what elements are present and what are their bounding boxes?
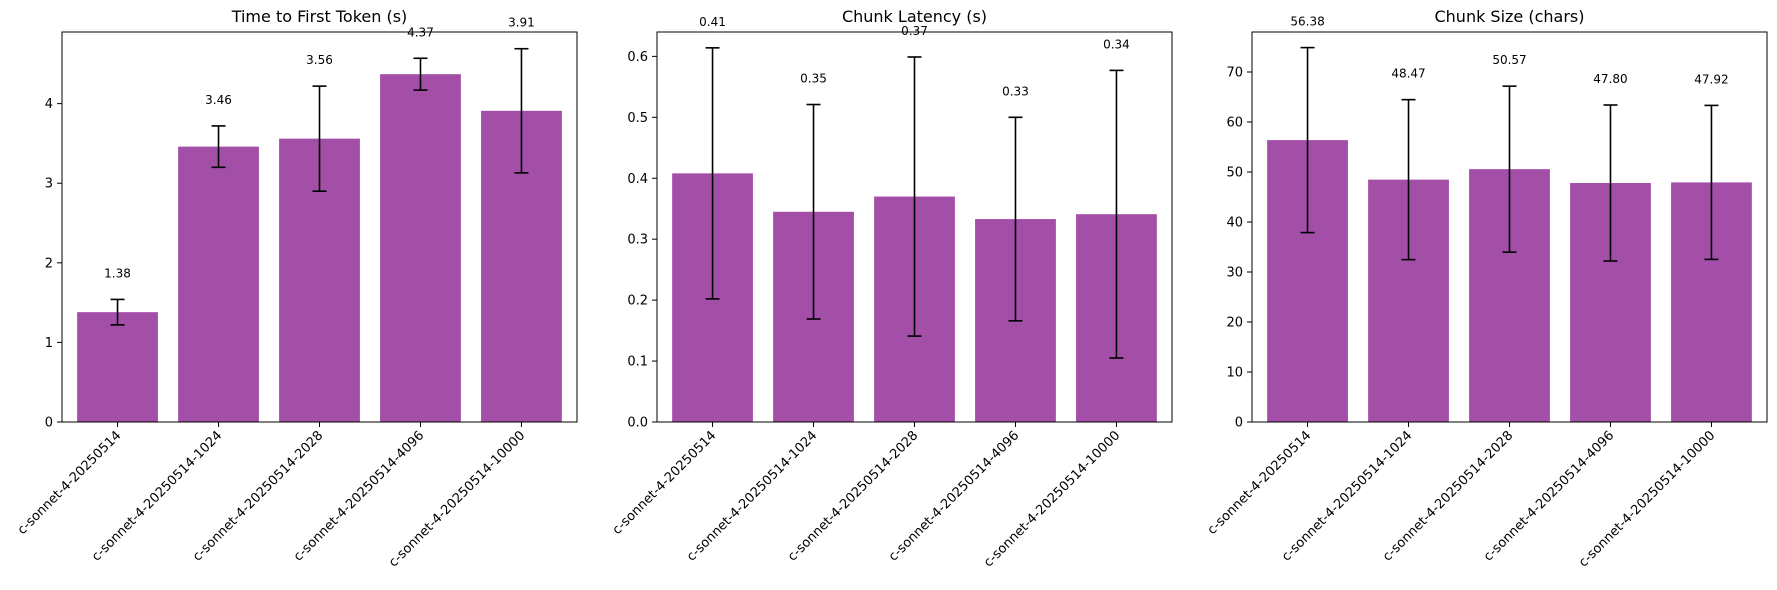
- data-label: 47.80: [1593, 72, 1627, 86]
- subplot-chunk-size: Chunk Size (chars) 56.38 c-sonnet-4-202505…: [1205, 7, 1768, 570]
- data-label: 0.41: [699, 15, 726, 29]
- y-tick-label: 3: [45, 177, 53, 192]
- data-label: 3.46: [205, 93, 232, 107]
- error-bar: [1603, 104, 1618, 262]
- bar: [380, 74, 461, 423]
- y-tick-label: 10: [1226, 366, 1243, 381]
- axes-frame: [61, 31, 578, 423]
- axes-frame: [656, 31, 1173, 423]
- error-bar: [806, 103, 821, 320]
- y-tick-label: 4: [45, 97, 53, 112]
- error-bar: [705, 47, 720, 300]
- error-bar: [1109, 69, 1124, 359]
- y-tick-label: 0.0: [627, 416, 648, 431]
- y-tick-label: 60: [1226, 116, 1243, 131]
- subplot-title: Chunk Size (chars): [1434, 7, 1584, 26]
- error-bar: [1401, 98, 1416, 261]
- subplot-title: Chunk Latency (s): [842, 7, 987, 26]
- y-tick-label: 0.3: [627, 233, 648, 248]
- error-bar: [211, 125, 226, 169]
- subplot-title: Time to First Token (s): [231, 7, 408, 26]
- x-tick-label: c-sonnet-4-20250514: [15, 428, 125, 538]
- data-label: 48.47: [1391, 67, 1425, 81]
- bar: [77, 312, 158, 422]
- data-label: 3.91: [508, 16, 535, 30]
- data-label: 0.35: [800, 72, 827, 86]
- data-label: 0.34: [1103, 37, 1130, 51]
- bar: [178, 146, 259, 422]
- data-label: 47.92: [1694, 72, 1728, 86]
- error-bar: [1502, 85, 1517, 253]
- y-tick-label: 0.5: [627, 111, 648, 126]
- y-tick-label: 1: [45, 336, 53, 351]
- y-tick-label: 0.4: [627, 172, 648, 187]
- error-bar: [413, 57, 428, 91]
- x-tick-label: c-sonnet-4-20250514: [1205, 428, 1315, 538]
- subplot-ttft: Time to First Token (s) 1.38 c-sonnet-4-20…: [15, 7, 578, 570]
- y-tick-label: 0.6: [627, 50, 648, 65]
- y-tick-label: 30: [1226, 266, 1243, 281]
- y-tick-label: 70: [1226, 66, 1243, 81]
- axes-frame: [1251, 31, 1768, 423]
- error-bar: [1704, 104, 1719, 261]
- y-tick-label: 0.2: [627, 294, 648, 309]
- data-label: 0.33: [1002, 84, 1029, 98]
- y-tick-label: 20: [1226, 316, 1243, 331]
- y-tick-label: 0: [45, 416, 53, 431]
- subplot-chunk-latency: Chunk Latency (s) 0.41 c-sonnet-4-20250514…: [610, 7, 1173, 570]
- error-bar: [110, 298, 125, 326]
- x-tick-label: c-sonnet-4-20250514: [610, 428, 720, 538]
- y-tick-label: 40: [1226, 216, 1243, 231]
- error-bar: [907, 56, 922, 337]
- error-bar: [1008, 116, 1023, 322]
- data-label: 56.38: [1290, 15, 1324, 29]
- y-tick-label: 2: [45, 256, 53, 271]
- data-label: 0.37: [901, 24, 928, 38]
- data-label: 3.56: [306, 53, 333, 67]
- data-label: 50.57: [1492, 53, 1526, 67]
- error-bar: [514, 47, 529, 174]
- y-tick-label: 50: [1226, 166, 1243, 181]
- data-label: 1.38: [104, 266, 131, 280]
- error-bar: [1300, 46, 1315, 234]
- y-tick-label: 0.1: [627, 355, 648, 370]
- error-bar: [312, 85, 327, 192]
- y-tick-label: 0: [1235, 416, 1243, 431]
